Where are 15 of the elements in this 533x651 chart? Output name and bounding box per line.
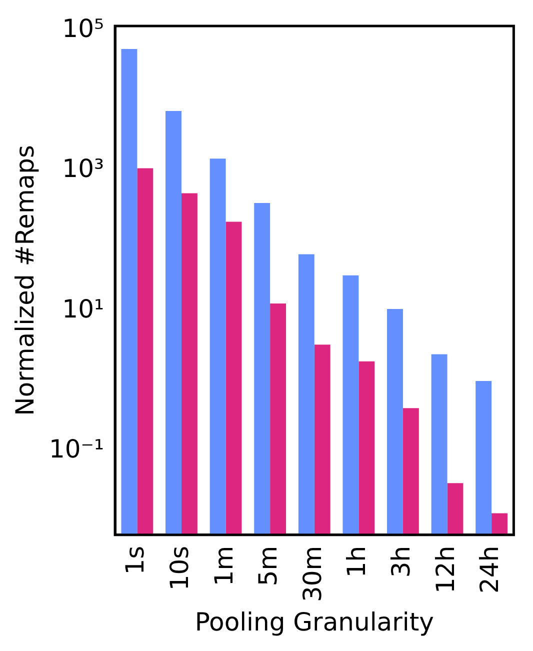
x-tick-label: 10s [164,546,194,591]
x-tick-label: 12h [430,546,460,594]
x-tick-label: 24h [475,546,504,594]
y-tick-label: 10⁻¹ [49,434,104,464]
x-tick-label: 1s [120,546,150,575]
x-tick-label: 3h [386,546,416,578]
x-axis-title: Pooling Granularity [194,608,434,636]
x-tick-label: 1h [342,546,372,578]
x-tick-label: 5m [254,546,283,586]
x-tick-label: 1m [209,546,238,586]
y-tick-label: 10⁵ [62,14,104,43]
y-tick-label: 10³ [62,154,104,184]
y-tick-label: 10¹ [62,294,104,324]
x-tick-label: 30m [298,546,327,602]
y-axis-title: Normalized #Remaps [10,144,40,416]
